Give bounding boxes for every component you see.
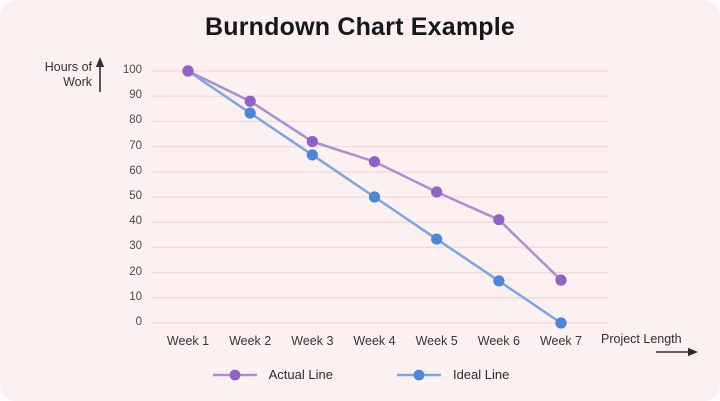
data-point xyxy=(431,233,443,245)
legend-label-actual: Actual Line xyxy=(268,367,333,382)
y-tick-label: 80 xyxy=(129,114,142,127)
series-layer xyxy=(182,65,567,329)
series-line xyxy=(187,69,562,282)
x-axis-label: Project Length xyxy=(601,332,682,346)
y-axis-label-line1: Hours of xyxy=(44,60,92,74)
legend-item-actual: Actual Line xyxy=(211,367,333,382)
x-axis-arrow-icon xyxy=(656,347,698,357)
data-point xyxy=(493,214,505,226)
y-axis-arrow-icon xyxy=(95,57,105,92)
y-tick-label: 60 xyxy=(129,164,142,177)
page-title: Burndown Chart Example xyxy=(205,13,515,41)
legend: Actual Line Ideal Line xyxy=(0,367,720,382)
data-point xyxy=(555,274,567,286)
data-point xyxy=(306,135,318,148)
data-point xyxy=(493,275,505,287)
y-tick-label: 90 xyxy=(129,89,142,102)
legend-item-ideal: Ideal Line xyxy=(395,367,509,382)
x-tick-label: Week 4 xyxy=(353,334,396,348)
y-tick-label: 0 xyxy=(135,316,142,328)
x-tick-label: Week 5 xyxy=(415,334,458,348)
y-tick-label: 10 xyxy=(129,290,142,303)
y-tick-label: 30 xyxy=(129,240,142,253)
y-axis-label: Hours of Work xyxy=(26,60,92,90)
x-tick-label: Week 7 xyxy=(539,334,583,348)
data-point xyxy=(306,149,318,161)
data-point xyxy=(368,156,381,168)
x-tick-label: Week 3 xyxy=(291,334,334,348)
y-tick-label: 50 xyxy=(129,190,142,202)
x-tick-label: Week 2 xyxy=(229,334,272,348)
y-tick-label: 20 xyxy=(129,265,142,278)
data-point xyxy=(368,191,381,203)
y-tick-label: 40 xyxy=(129,215,142,228)
y-tick-label: 100 xyxy=(122,64,142,76)
x-tick-label: Week 6 xyxy=(477,334,520,348)
data-point xyxy=(182,65,194,77)
y-axis-label-line2: Work xyxy=(63,75,92,89)
y-tick-label: 70 xyxy=(129,139,142,152)
actual-line-marker-icon xyxy=(212,369,257,380)
data-point xyxy=(244,95,256,107)
legend-label-ideal: Ideal Line xyxy=(452,367,510,382)
ideal-line-marker-icon xyxy=(396,369,441,380)
data-point xyxy=(431,186,443,198)
x-tick-label: Week 1 xyxy=(166,334,210,348)
data-point xyxy=(555,317,567,329)
data-point xyxy=(244,107,256,119)
